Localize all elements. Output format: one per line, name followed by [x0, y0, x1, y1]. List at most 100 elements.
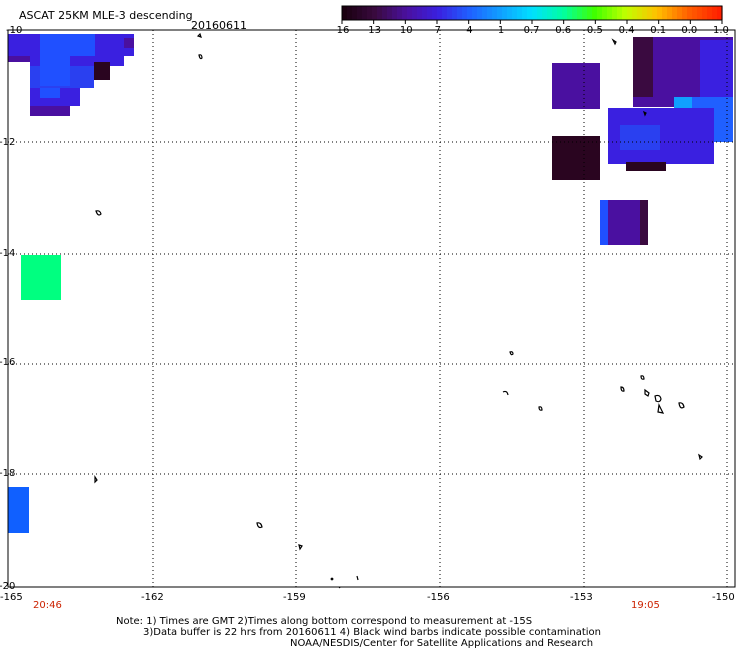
- colorbar-cell: [347, 6, 353, 20]
- colorbar-cell: [402, 6, 408, 20]
- colorbar-label: 0.0: [681, 25, 698, 36]
- colorbar-cell: [692, 6, 698, 20]
- colorbar-cell: [412, 6, 418, 20]
- note-line-2: 3)Data buffer is 22 hrs from 20160611 4)…: [143, 627, 601, 638]
- colorbar-cell: [447, 6, 453, 20]
- lon-label: -156: [427, 592, 450, 603]
- colorbar-cell: [627, 6, 633, 20]
- colorbar-cell: [632, 6, 638, 20]
- island-outline: [642, 110, 647, 117]
- island-outline: [678, 402, 685, 409]
- data-swaths: [8, 34, 733, 533]
- island-outline: [330, 577, 334, 581]
- swath-blue-cell: [8, 487, 29, 533]
- colorbar-cell: [557, 6, 563, 20]
- colorbar-cell: [642, 6, 648, 20]
- island-outline: [509, 351, 514, 356]
- colorbar-cell: [492, 6, 498, 20]
- colorbar-cell: [417, 6, 423, 20]
- colorbar-cell: [702, 6, 708, 20]
- note-line-1: Note: 1) Times are GMT 2)Times along bot…: [116, 616, 533, 627]
- colorbar-cell: [482, 6, 488, 20]
- colorbar-label: -13: [364, 25, 381, 36]
- colorbar-cell: [547, 6, 553, 20]
- lon-label: -153: [570, 592, 593, 603]
- colorbar-cell: [707, 6, 713, 20]
- colorbar-cell: [567, 6, 573, 20]
- colorbar-cell: [612, 6, 618, 20]
- colorbar-cell: [572, 6, 578, 20]
- colorbar-cell: [677, 6, 683, 20]
- colorbar-cell: [527, 6, 533, 20]
- lat-label: -20: [0, 581, 16, 592]
- colorbar-cell: [397, 6, 403, 20]
- island-outline: [698, 453, 703, 461]
- colorbar-cell: [662, 6, 668, 20]
- colorbar-cell: [537, 6, 543, 20]
- colorbar-cell: [657, 6, 663, 20]
- chart-date: 20160611: [191, 19, 247, 32]
- island-outline: [620, 386, 625, 392]
- colorbar-cell: [502, 6, 508, 20]
- lat-label: -10: [6, 25, 23, 36]
- note-line-3: NOAA/NESDIS/Center for Satellite Applica…: [290, 638, 594, 649]
- colorbar-cell: [407, 6, 413, 20]
- island-outline: [657, 403, 665, 414]
- colorbar-cell: [362, 6, 368, 20]
- colorbar-cell: [597, 6, 603, 20]
- colorbar-cell: [437, 6, 443, 20]
- colorbar-cell: [422, 6, 428, 20]
- colorbar-cell: [587, 6, 593, 20]
- swath-green-cell: [21, 255, 61, 300]
- island-outline: [640, 375, 645, 380]
- lat-label: -14: [0, 248, 16, 259]
- colorbar-cell: [372, 6, 378, 20]
- island-outlines: [94, 32, 703, 589]
- colorbar-cell: [497, 6, 503, 20]
- colorbar-cell: [682, 6, 688, 20]
- island-outline: [95, 210, 102, 216]
- lon-label: -150: [712, 592, 735, 603]
- colorbar-cell: [697, 6, 703, 20]
- colorbar-cell: [637, 6, 643, 20]
- colorbar-cell: [467, 6, 473, 20]
- colorbar-label: -16: [333, 25, 350, 36]
- colorbar-cell: [432, 6, 438, 20]
- swath-northeast: [552, 37, 733, 245]
- colorbar-cell: [582, 6, 588, 20]
- colorbar-cell: [647, 6, 653, 20]
- colorbar-cell: [667, 6, 673, 20]
- chart-title: ASCAT 25KM MLE-3 descending: [19, 9, 193, 22]
- colorbar-cell: [507, 6, 513, 20]
- colorbar-cell: [392, 6, 398, 20]
- island-outline: [256, 522, 263, 529]
- lat-label: -12: [0, 137, 16, 148]
- colorbar-cell: [457, 6, 463, 20]
- lon-label: -162: [141, 592, 164, 603]
- colorbar-cell: [512, 6, 518, 20]
- colorbar-cell: [577, 6, 583, 20]
- island-outline: [196, 32, 202, 38]
- colorbar: [341, 5, 723, 24]
- colorbar-cell: [617, 6, 623, 20]
- colorbar-cell: [592, 6, 598, 20]
- colorbar-cell: [442, 6, 448, 20]
- colorbar-cell: [532, 6, 538, 20]
- island-outline: [298, 544, 303, 551]
- colorbar-cell: [487, 6, 493, 20]
- colorbar-cell: [522, 6, 528, 20]
- colorbar-cell: [477, 6, 483, 20]
- island-outline: [502, 390, 509, 396]
- colorbar-cell: [607, 6, 613, 20]
- colorbar-label: -7: [431, 25, 441, 36]
- lon-label: -159: [283, 592, 306, 603]
- colorbar-cell: [602, 6, 608, 20]
- colorbar-cell: [367, 6, 373, 20]
- map-frame: [7, 29, 736, 588]
- lat-label: -16: [0, 357, 16, 368]
- colorbar-cell: [517, 6, 523, 20]
- colorbar-cell: [622, 6, 628, 20]
- colorbar-cell: [427, 6, 433, 20]
- colorbar-cell: [562, 6, 568, 20]
